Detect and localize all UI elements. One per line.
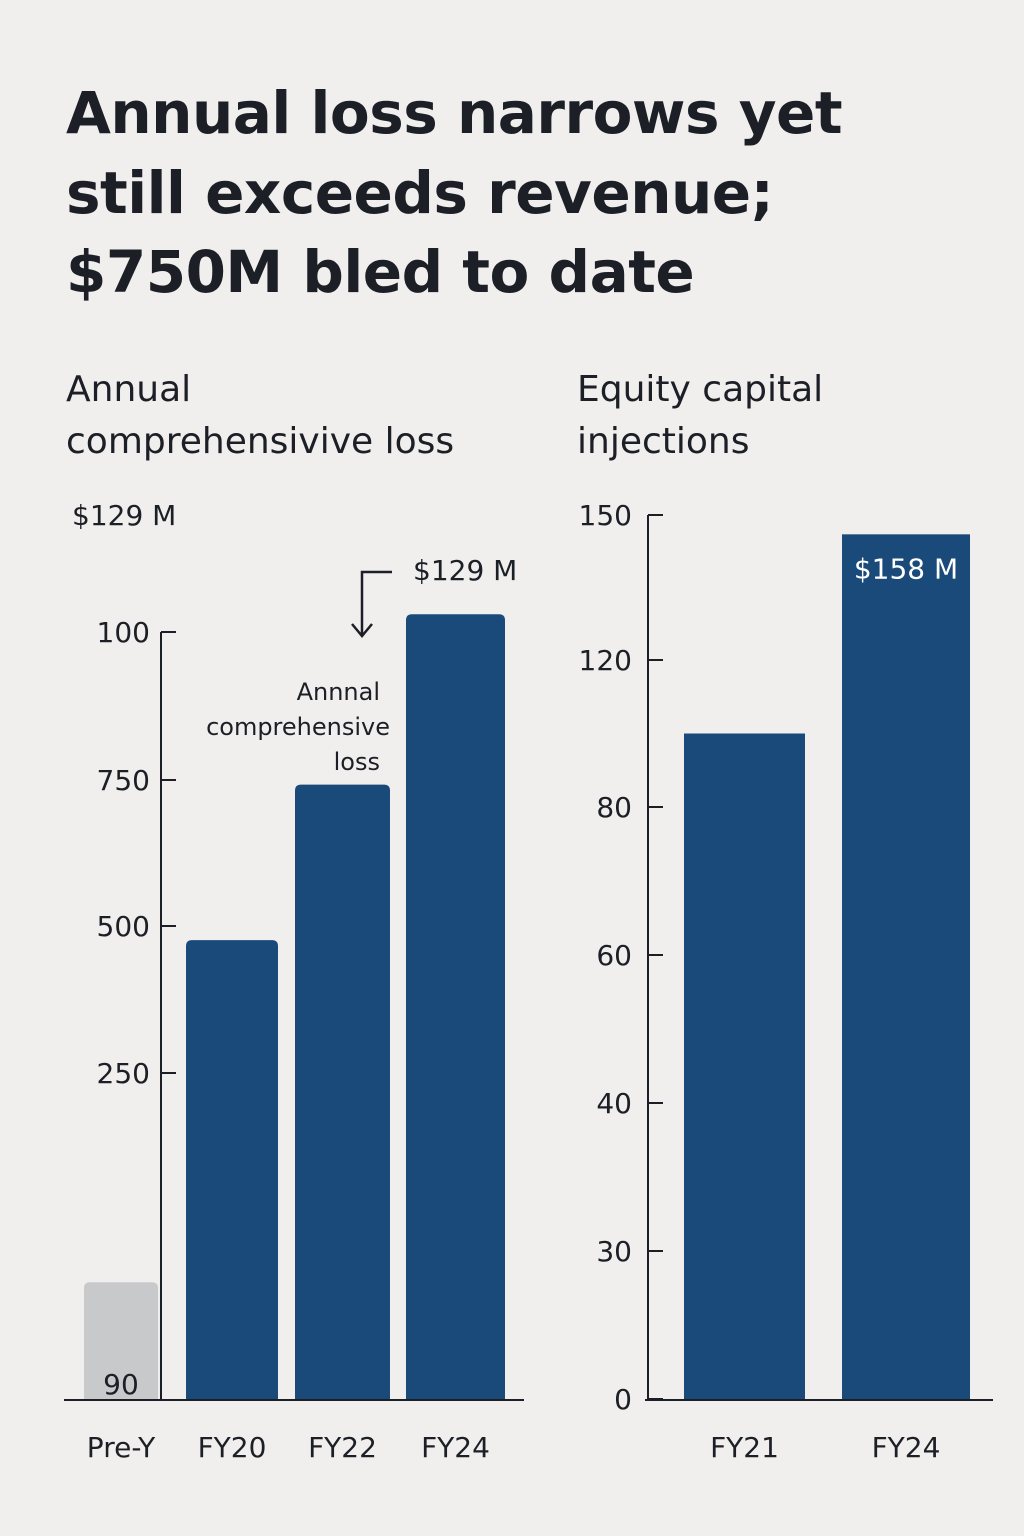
annotation-text-line-1: Annnal	[297, 678, 380, 706]
arrow-icon	[351, 570, 392, 638]
right-chart: 0 30 40 60 80 120 150 FY21 FY24 $158 M	[579, 499, 993, 1464]
y-tick-label: 150	[579, 499, 632, 532]
bar-fy20	[186, 940, 278, 1400]
x-tick-label: Pre-Y	[87, 1431, 156, 1464]
x-tick-label: FY24	[421, 1431, 490, 1464]
y-tick-label: 80	[596, 791, 632, 824]
x-tick-label: FY20	[198, 1431, 267, 1464]
left-chart: 250 500 750 100 Pre-Y 90 FY20 FY22 FY24	[64, 614, 524, 1464]
annotation-text-line-3: loss	[334, 748, 380, 776]
y-tick-label: 500	[97, 910, 150, 943]
bar-pre-y	[84, 1282, 158, 1400]
y-tick-label: 100	[97, 616, 150, 649]
left-chart-title-line-2: comprehensivive loss	[66, 421, 454, 462]
y-tick-label: 250	[97, 1057, 150, 1090]
annotation-value: $129 M	[413, 554, 517, 587]
bar-fy21	[684, 733, 805, 1399]
y-tick-label: 0	[614, 1383, 632, 1416]
x-tick-label: FY24	[872, 1431, 941, 1464]
annotation-text-line-2: comprehensive	[206, 713, 390, 741]
bar-value-label: 90	[103, 1368, 139, 1401]
bar-fy22	[295, 784, 390, 1400]
x-tick-label: FY21	[710, 1431, 779, 1464]
y-tick-label: 60	[596, 939, 632, 972]
title-line-2: still exceeds revenue;	[66, 159, 773, 227]
bar-value-label: $158 M	[854, 552, 958, 585]
right-chart-title-line-1: Equity capital	[577, 369, 823, 410]
x-tick-label: FY22	[308, 1431, 377, 1464]
left-chart-title-line-1: Annual	[66, 369, 191, 410]
y-tick-label: 40	[596, 1087, 632, 1120]
title-line-3: $750M bled to date	[66, 238, 694, 306]
left-corner-label: $129 M	[72, 499, 176, 532]
y-tick-label: 30	[596, 1235, 632, 1268]
y-tick-label: 120	[579, 644, 632, 677]
y-tick-label: 750	[97, 764, 150, 797]
bar-fy24	[842, 534, 970, 1399]
annotation: $129 M Annnal comprehensive loss	[206, 554, 517, 776]
title-line-1: Annual loss narrows yet	[66, 79, 842, 147]
right-chart-title-line-2: injections	[577, 421, 749, 462]
bar-fy24	[406, 614, 505, 1400]
